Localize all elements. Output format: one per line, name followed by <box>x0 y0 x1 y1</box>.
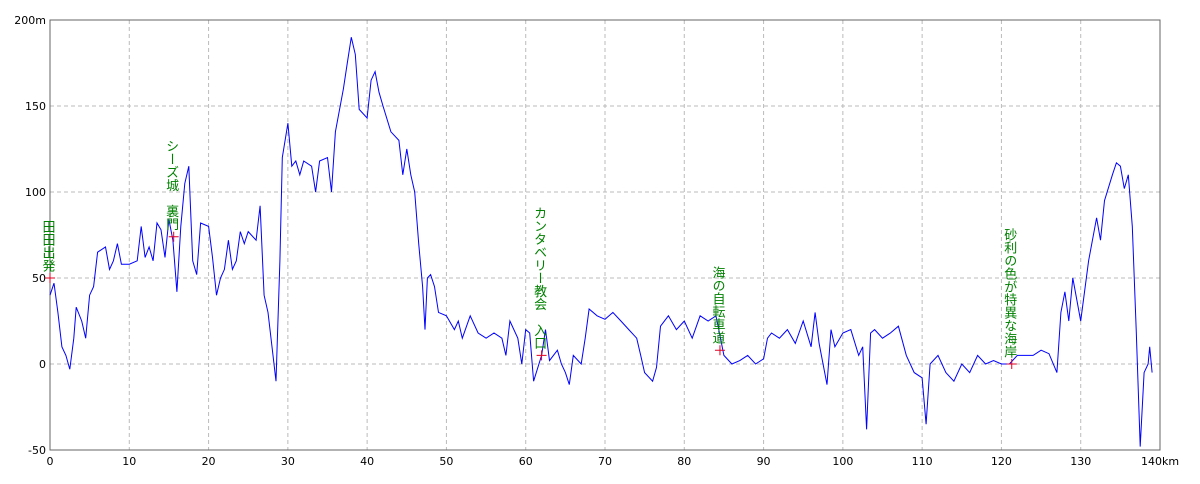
x-tick-label: 50 <box>439 455 453 468</box>
x-tick-label: 80 <box>677 455 691 468</box>
x-tick-label: 60 <box>519 455 533 468</box>
y-tick-label: 200m <box>14 14 46 27</box>
y-tick-label: 0 <box>39 358 46 371</box>
y-tick-label: -50 <box>28 444 46 457</box>
y-tick-label: 50 <box>32 272 46 285</box>
annotation: シーズ城 裏門 <box>163 140 179 232</box>
annotation: カンタベリー教会 入口 <box>531 206 547 349</box>
x-tick-label: 40 <box>360 455 374 468</box>
marker <box>536 350 547 361</box>
x-tick-label: 30 <box>281 455 295 468</box>
y-tick-label: 100 <box>25 186 46 199</box>
x-tick-label: 90 <box>757 455 771 468</box>
annotation: 海の自転車道 <box>709 266 725 344</box>
x-tick-label: 10 <box>122 455 136 468</box>
x-tick-label: 110 <box>912 455 933 468</box>
marker <box>1006 359 1017 369</box>
annotation: 砂利の色が特異な海岸 <box>1001 228 1017 358</box>
x-tick-label: 0 <box>47 455 54 468</box>
x-tick-label: 100 <box>832 455 853 468</box>
x-tick-label: 20 <box>202 455 216 468</box>
marker <box>714 345 725 356</box>
annotation: 田田出発 <box>40 220 56 273</box>
plot-frame <box>49 19 1161 451</box>
y-tick-label: 150 <box>25 100 46 113</box>
x-tick-label: 70 <box>598 455 612 468</box>
marker <box>168 231 179 242</box>
x-tick-label: 130 <box>1070 455 1091 468</box>
x-tick-label: 140km <box>1141 455 1179 468</box>
marker <box>45 273 55 283</box>
x-tick-label: 120 <box>991 455 1012 468</box>
elevation-line <box>49 37 1153 447</box>
